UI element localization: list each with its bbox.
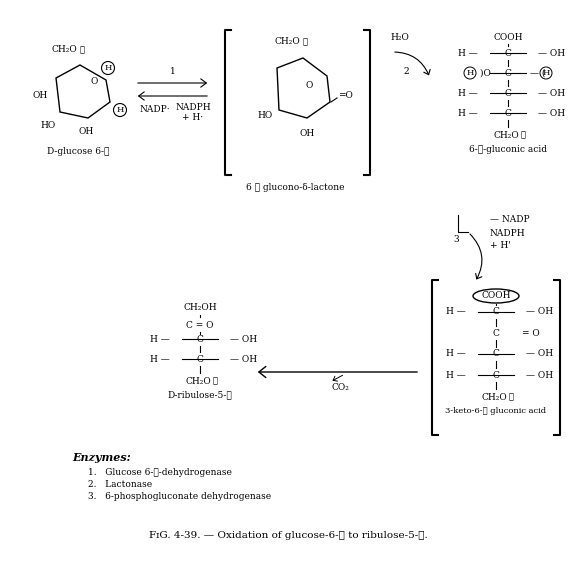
Text: C: C <box>492 349 499 358</box>
Text: COOH: COOH <box>482 291 511 301</box>
Text: 2.   Lactonase: 2. Lactonase <box>88 480 152 489</box>
Text: CH₂O: CH₂O <box>185 376 211 385</box>
Text: )O —: )O — <box>480 68 503 78</box>
Text: — (: — ( <box>530 68 545 78</box>
Text: O: O <box>305 82 313 91</box>
Text: + H·: + H· <box>183 114 203 122</box>
Text: NADP·: NADP· <box>140 105 170 114</box>
Text: CH₂O: CH₂O <box>493 131 519 139</box>
Text: C: C <box>505 88 511 97</box>
Text: Enzymes:: Enzymes: <box>72 452 131 463</box>
Text: Ⓟ: Ⓟ <box>302 38 308 46</box>
Text: 6-Ⓟ-gluconic acid: 6-Ⓟ-gluconic acid <box>469 144 547 153</box>
Text: H —: H — <box>458 49 478 58</box>
Text: H —: H — <box>446 371 466 379</box>
Text: 6 Ⓟ glucono-δ-lactone: 6 Ⓟ glucono-δ-lactone <box>246 183 344 192</box>
Text: OH: OH <box>78 127 94 136</box>
Text: C = O: C = O <box>186 321 214 331</box>
Text: C: C <box>492 307 499 316</box>
Text: OH: OH <box>300 128 314 138</box>
Text: C: C <box>505 109 511 118</box>
Text: H —: H — <box>446 307 466 316</box>
Text: H —: H — <box>458 109 478 118</box>
Text: H: H <box>116 106 124 114</box>
Text: C: C <box>196 335 203 344</box>
Text: H —: H — <box>150 335 170 344</box>
Text: — OH: — OH <box>526 307 553 316</box>
Text: HO: HO <box>257 112 272 121</box>
Text: C: C <box>196 354 203 363</box>
Text: + H': + H' <box>490 242 511 251</box>
Text: Ⓟ: Ⓟ <box>521 131 525 139</box>
Text: H: H <box>467 69 473 77</box>
Text: HO: HO <box>40 121 56 130</box>
Text: — NADP: — NADP <box>490 216 529 225</box>
Text: D-ribulose-5-Ⓢ: D-ribulose-5-Ⓢ <box>168 391 232 400</box>
Text: CO₂: CO₂ <box>331 384 349 392</box>
Text: 3.   6-phosphogluconate dehydrogenase: 3. 6-phosphogluconate dehydrogenase <box>88 492 271 501</box>
Text: Ⓟ: Ⓟ <box>213 377 218 385</box>
Text: CH₂O: CH₂O <box>274 37 300 46</box>
Text: Ⓡ: Ⓡ <box>79 46 85 54</box>
Text: 1.   Glucose 6-Ⓟ-dehydrogenase: 1. Glucose 6-Ⓟ-dehydrogenase <box>88 468 232 477</box>
Text: H: H <box>543 69 550 77</box>
Text: FɪG. 4-39. — Oxidation of glucose-6-Ⓟ to ribulose-5-Ⓟ.: FɪG. 4-39. — Oxidation of glucose-6-Ⓟ to… <box>149 530 427 539</box>
Text: — OH: — OH <box>526 349 553 358</box>
Text: — OH: — OH <box>538 49 565 58</box>
Text: 1: 1 <box>170 67 176 76</box>
Text: NADPH: NADPH <box>175 104 211 113</box>
Text: CH₂O: CH₂O <box>481 392 507 401</box>
Text: — OH: — OH <box>538 109 565 118</box>
Text: CH₂O: CH₂O <box>51 45 77 54</box>
Text: H —: H — <box>446 349 466 358</box>
Text: H —: H — <box>150 354 170 363</box>
Text: C: C <box>492 328 499 337</box>
Text: C: C <box>505 68 511 78</box>
Text: O: O <box>90 78 98 87</box>
Text: = O: = O <box>522 328 540 337</box>
Text: 3: 3 <box>453 235 459 245</box>
Text: H₂O: H₂O <box>391 33 410 42</box>
Text: NADPH: NADPH <box>490 229 526 238</box>
Text: H —: H — <box>458 88 478 97</box>
Text: Ⓟ: Ⓟ <box>509 393 513 401</box>
Text: CH₂OH: CH₂OH <box>183 303 217 312</box>
Text: OH: OH <box>32 91 48 100</box>
Text: — OH: — OH <box>538 88 565 97</box>
Text: =O: =O <box>338 91 353 100</box>
Text: D-glucose 6-Ⓢ: D-glucose 6-Ⓢ <box>47 148 109 157</box>
Text: — OH: — OH <box>526 371 553 379</box>
Text: 3-keto-6-Ⓟ gluconic acid: 3-keto-6-Ⓟ gluconic acid <box>445 407 547 415</box>
Text: COOH: COOH <box>493 33 523 42</box>
Text: C: C <box>505 49 511 58</box>
Text: — OH: — OH <box>230 335 257 344</box>
Text: 2: 2 <box>403 67 409 76</box>
Text: C: C <box>492 371 499 379</box>
Text: H: H <box>104 64 112 72</box>
Text: — OH: — OH <box>230 354 257 363</box>
